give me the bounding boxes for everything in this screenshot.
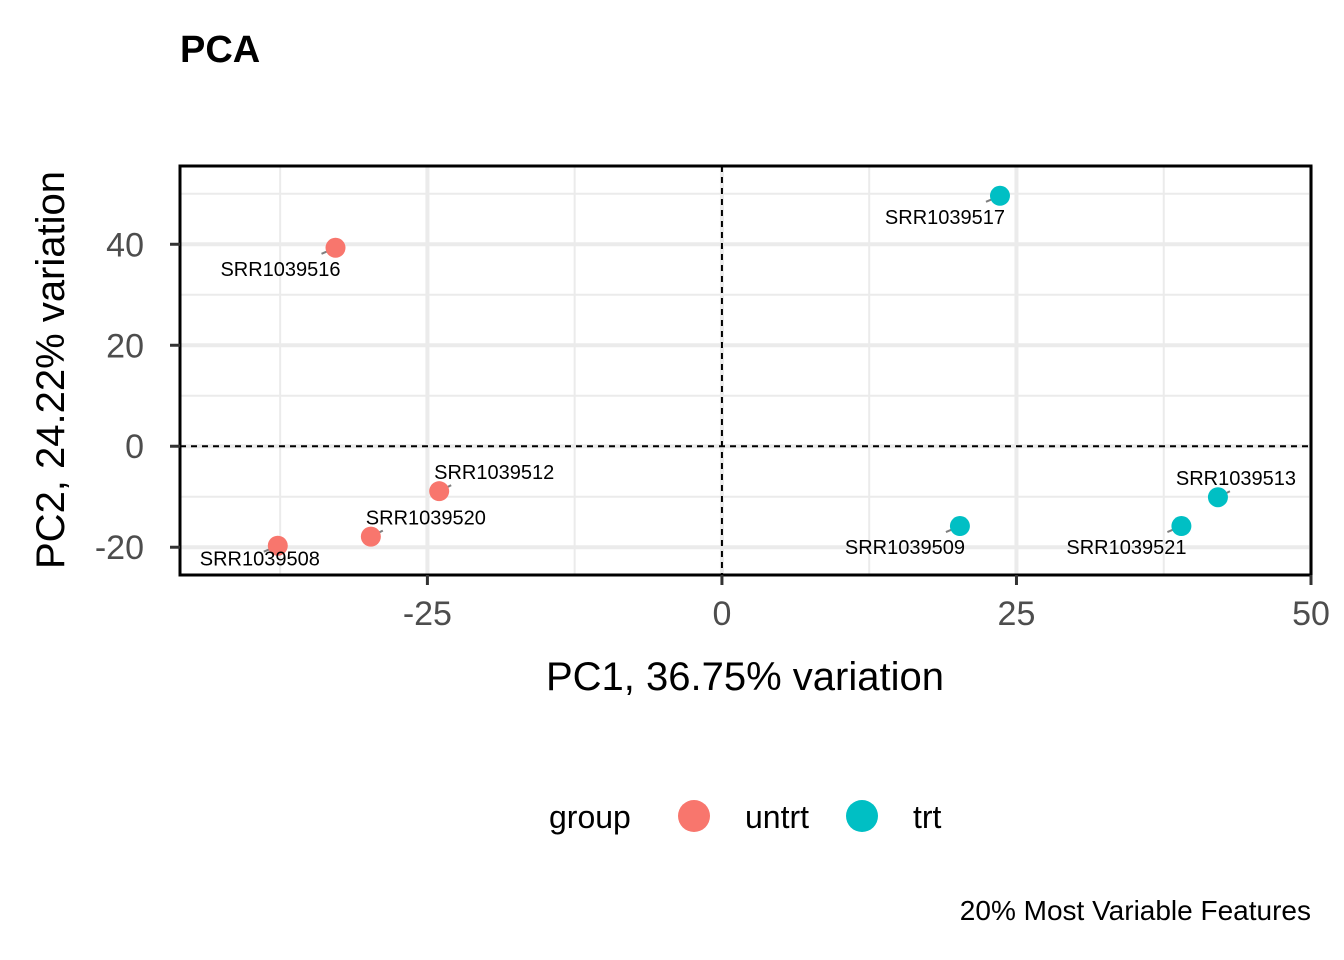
legend-label-untrt: untrt <box>745 799 809 835</box>
data-points <box>267 185 1228 556</box>
point-label: SRR1039520 <box>366 508 486 530</box>
plot-panel-border <box>178 164 1313 577</box>
grid-lines <box>180 166 1313 575</box>
y-tick-label: 0 <box>125 428 144 466</box>
data-point <box>1207 487 1228 508</box>
y-axis-title: PC2, 24.22% variation <box>29 171 73 569</box>
point-label: SRR1039508 <box>200 549 320 571</box>
axis-ticks: -25 0 25 50 -20 0 20 40 <box>95 226 1330 633</box>
data-point <box>267 535 288 556</box>
point-label: SRR1039512 <box>434 462 554 484</box>
point-label: SRR1039513 <box>1176 468 1296 490</box>
x-tick-label: 0 <box>712 595 731 633</box>
reference-lines <box>180 166 1311 575</box>
x-axis-title: PC1, 36.75% variation <box>546 655 944 699</box>
data-point <box>989 185 1010 206</box>
legend-label-trt: trt <box>913 799 942 835</box>
point-labels: SRR1039508 SRR1039512 SRR1039516 SRR1039520… <box>200 207 1296 571</box>
data-point <box>325 237 346 258</box>
label-connectors <box>263 194 1231 553</box>
x-tick-label: 50 <box>1292 595 1330 633</box>
data-point <box>949 516 970 537</box>
data-point <box>429 481 450 502</box>
point-label: SRR1039521 <box>1066 537 1186 559</box>
chart-caption: 20% Most Variable Features <box>960 895 1311 926</box>
point-label: SRR1039517 <box>885 207 1005 229</box>
x-tick-label: -25 <box>403 595 452 633</box>
y-tick-label: 40 <box>106 226 144 264</box>
x-tick-label: 25 <box>998 595 1036 633</box>
legend-title: group <box>549 799 631 835</box>
y-tick-label: -20 <box>95 529 144 567</box>
y-tick-label: 20 <box>106 327 144 365</box>
data-point <box>1171 516 1192 537</box>
point-label: SRR1039516 <box>220 259 340 281</box>
legend-key-trt <box>846 800 878 832</box>
legend: group untrt trt <box>549 799 942 835</box>
data-point <box>360 526 381 547</box>
legend-key-untrt <box>678 800 710 832</box>
point-label: SRR1039509 <box>845 537 965 559</box>
chart-title: PCA <box>180 29 260 71</box>
